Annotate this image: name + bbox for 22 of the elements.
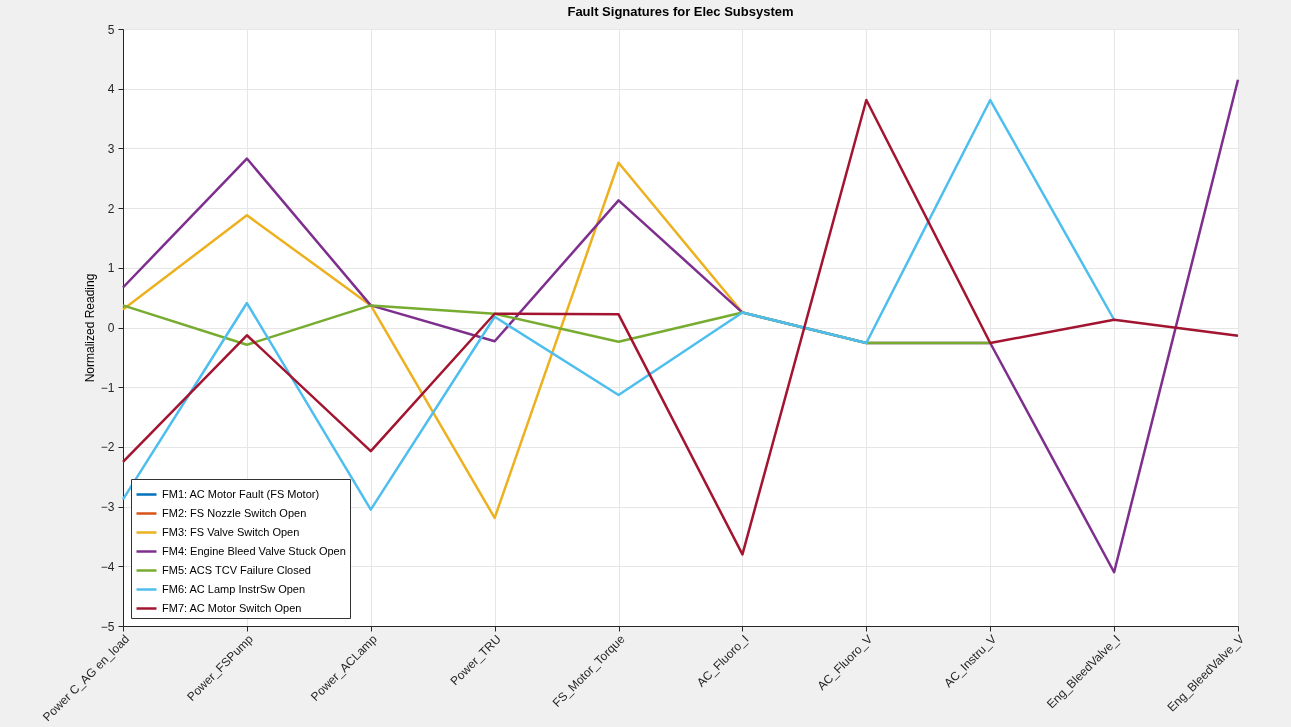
y-tick-label: −5	[100, 619, 115, 634]
y-tick-label: 0	[107, 321, 115, 335]
y-tick-label: −4	[100, 559, 115, 574]
legend-label: FM3: FS Valve Switch Open	[162, 525, 300, 538]
y-tick-label: 5	[107, 22, 115, 37]
y-tick-label: 2	[107, 201, 115, 216]
y-tick-label: −2	[100, 440, 115, 455]
legend-label: FM5: ACS TCV Failure Closed	[162, 563, 311, 576]
line-series	[121, 161, 744, 520]
legend-label: FM4: Engine Bleed Valve Stuck Open	[162, 544, 346, 557]
y-tick-label: 1	[107, 261, 115, 276]
legend-label: FM1: AC Motor Fault (FS Motor)	[162, 487, 320, 500]
y-tick-label: −3	[100, 500, 115, 515]
legend-label: FM7: AC Motor Switch Open	[162, 601, 302, 614]
line-series	[121, 98, 1116, 511]
legend-label: FM2: FS Nozzle Switch Open	[162, 506, 307, 519]
y-axis-title: Normalized Reading	[82, 273, 97, 383]
legend-label: FM6: AC Lamp InstrSw Open	[162, 582, 306, 595]
chart-title: Fault Signatures for Elec Subsystem	[567, 4, 794, 19]
y-tick-label: −1	[100, 380, 115, 395]
y-tick-label: 4	[107, 82, 115, 97]
y-tick-label: 3	[107, 141, 115, 156]
